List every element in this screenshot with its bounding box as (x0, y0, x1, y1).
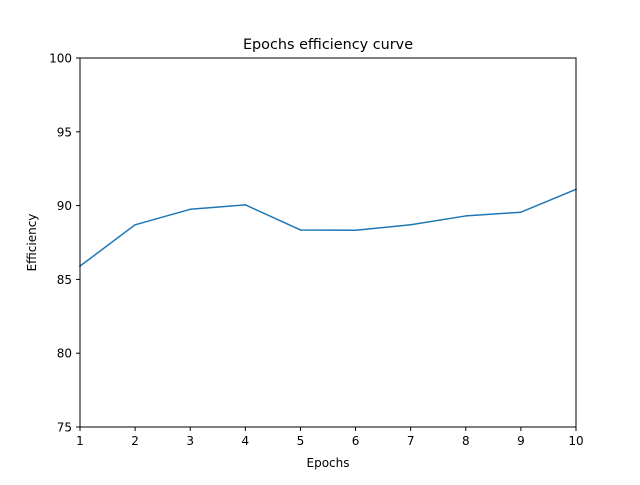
x-tick-label: 8 (462, 434, 470, 448)
data-point (464, 215, 467, 217)
x-tick-label: 6 (352, 434, 360, 448)
y-tick-label: 80 (57, 347, 72, 361)
data-point (134, 223, 136, 226)
axis-ticks: 1 2 3 4 5 6 7 8 9 10 75 80 85 90 95 100 (49, 52, 584, 449)
x-tick-label: 4 (242, 434, 250, 448)
data-point (520, 211, 522, 214)
data-point (354, 229, 357, 232)
chart-title: Epochs efficiency curve (243, 37, 413, 53)
data-point (244, 204, 247, 206)
y-axis-label: Efficiency (25, 214, 39, 272)
y-tick-label: 100 (49, 52, 72, 66)
axes-frame (79, 57, 577, 428)
y-tick-label: 95 (57, 125, 72, 139)
y-tick-label: 85 (57, 273, 72, 287)
x-tick-label: 1 (76, 434, 84, 448)
x-tick-label: 2 (131, 434, 139, 448)
x-axis-label: Epochs (307, 456, 350, 470)
x-tick-label: 7 (407, 434, 415, 448)
x-tick-label: 3 (186, 434, 194, 448)
x-tick-label: 5 (297, 434, 305, 448)
data-point (299, 229, 302, 231)
data-point (189, 208, 192, 211)
y-tick-label: 90 (57, 199, 72, 213)
data-point (409, 223, 412, 226)
efficiency-series-line (78, 188, 577, 268)
y-tick-label: 75 (57, 421, 72, 435)
x-tick-label: 9 (517, 434, 525, 448)
x-tick-label: 10 (568, 434, 583, 448)
